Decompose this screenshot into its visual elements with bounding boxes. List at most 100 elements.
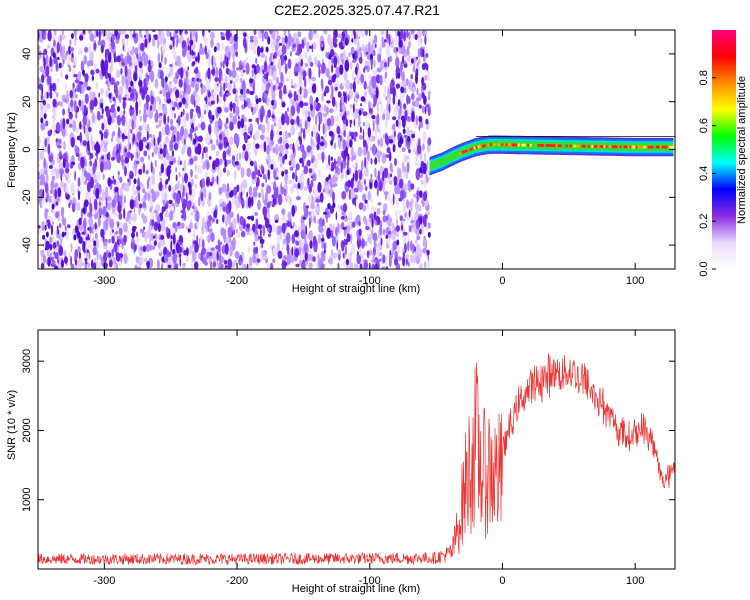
noise-blob [421,76,425,86]
noise-blob [417,140,421,146]
noise-speckle [247,126,251,134]
noise-blob [96,30,99,38]
noise-speckle [350,146,354,158]
noise-blob [247,215,252,220]
signal-core [487,143,490,147]
noise-blob [169,31,172,39]
noise-speckle [379,45,382,56]
noise-speckle [68,65,72,73]
noise-blob [319,115,323,124]
noise-blob [143,150,148,157]
noise-peak [284,55,287,61]
noise-blob [374,157,378,165]
noise-speckle [190,188,196,199]
noise-speckle [353,263,359,269]
noise-blob [321,151,325,164]
noise-blob [144,103,148,108]
noise-speckle [392,123,396,131]
noise-blob [317,63,322,69]
noise-blob [113,52,116,64]
noise-speckle [322,30,327,33]
noise-blob [55,138,59,143]
noise-blob [301,161,305,168]
noise-speckle [93,63,97,72]
noise-speckle [89,33,95,42]
noise-speckle [357,117,361,128]
noise-peak [407,135,411,142]
noise-speckle [83,55,87,65]
noise-blob [331,64,334,74]
noise-speckle [170,82,173,89]
noise-speckle [173,78,178,84]
noise-blob [115,230,118,235]
noise-peak [332,202,336,209]
noise-speckle [149,70,155,83]
noise-blob [205,52,209,60]
noise-speckle [393,36,399,46]
noise-speckle [194,164,198,172]
noise-blob [412,243,415,254]
noise-blob [360,96,366,102]
noise-blob [255,218,259,230]
noise-blob [185,70,189,78]
signal-core [615,145,618,149]
y-tick-label: 3000 [21,349,33,373]
noise-blob [255,182,259,188]
noise-speckle [313,30,317,35]
noise-blob [119,195,123,206]
noise-blob [417,144,422,155]
noise-speckle [315,33,319,40]
noise-blob [186,146,192,157]
noise-blob [57,258,59,264]
noise-blob [426,249,430,256]
noise-speckle [206,235,209,242]
noise-speckle [118,95,122,104]
noise-speckle [161,43,167,54]
noise-blob [336,240,339,251]
noise-speckle [351,69,355,81]
noise-blob [186,247,189,257]
noise-speckle [336,204,342,210]
noise-speckle [139,55,144,63]
noise-speckle [51,175,56,182]
noise-blob [370,58,373,67]
noise-speckle [252,106,256,115]
noise-blob [249,90,254,95]
noise-speckle [331,249,333,257]
noise-blob [380,238,383,246]
noise-blob [324,248,326,254]
noise-speckle [52,117,55,126]
noise-blob [343,90,345,97]
noise-blob [189,39,194,46]
noise-speckle [74,39,77,46]
noise-speckle [392,229,395,235]
noise-blob [296,196,301,201]
noise-blob [227,226,232,238]
noise-blob [363,80,367,90]
snr-frame [37,329,676,570]
noise-speckle [310,137,313,146]
noise-blob [372,49,376,57]
noise-blob [320,43,324,48]
noise-speckle [270,124,274,131]
noise-blob [406,94,409,105]
noise-blob [117,114,121,126]
noise-speckle [322,113,328,118]
noise-speckle [276,234,281,244]
noise-blob [349,139,353,148]
noise-blob [284,35,288,44]
noise-speckle [271,30,276,41]
signal-core [623,145,626,149]
noise-speckle [84,159,87,168]
signal-core [465,149,468,153]
noise-blob [246,263,249,269]
noise-blob [96,155,99,160]
noise-speckle [248,256,253,268]
noise-speckle [308,230,313,242]
noise-speckle [88,43,91,54]
noise-speckle [194,83,199,93]
noise-blob [243,32,247,38]
noise-blob [403,103,407,110]
noise-blob [67,107,71,114]
noise-speckle [168,72,171,79]
